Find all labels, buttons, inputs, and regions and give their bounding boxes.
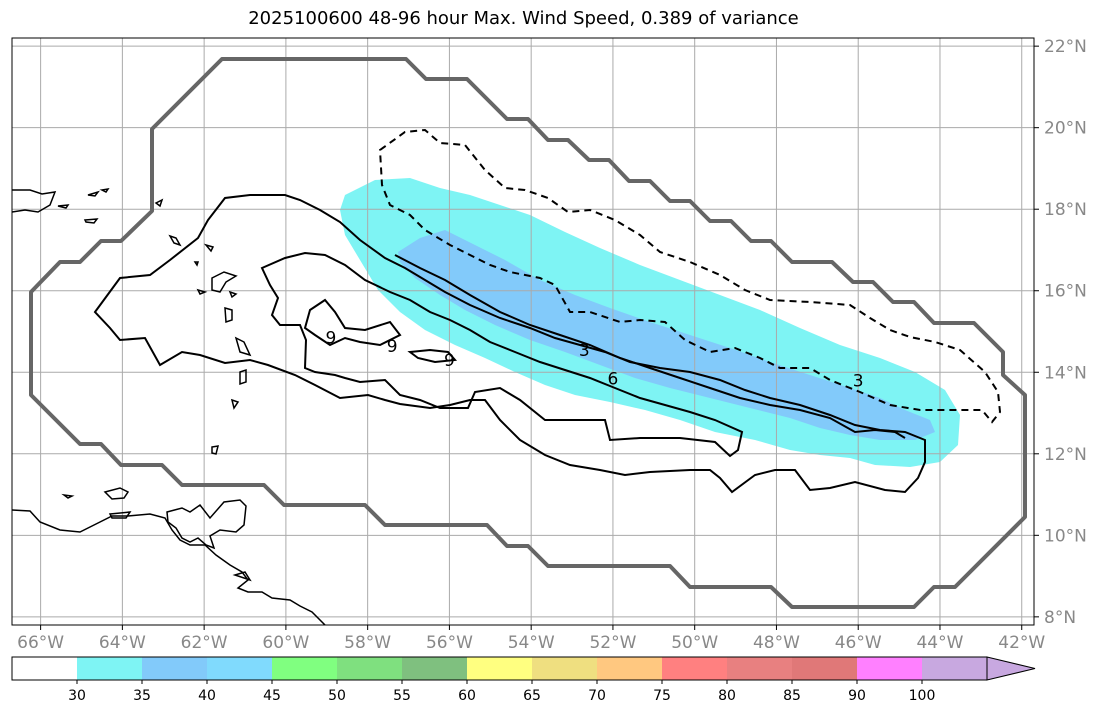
colorbar-swatch [272,657,338,680]
colorbar-tick-label: 75 [653,688,671,704]
colorbar-swatch [337,657,403,680]
colorbar-tick-label: 70 [588,688,606,704]
colorbar-tick-label: 100 [909,688,936,704]
colorbar-tick-label: 35 [133,688,151,704]
lon-tick-label: 46°W [835,633,882,653]
colorbar-tick-label: 80 [718,688,736,704]
contour-label: 3 [853,371,864,391]
lat-tick-label: 12°N [1044,445,1087,465]
coastlines [12,187,326,625]
lat-tick-label: 22°N [1044,37,1087,57]
colorbar-tick-label: 65 [523,688,541,704]
colorbar-swatch [207,657,273,680]
contour-label: 9 [444,351,455,371]
lon-tick-label: 58°W [344,633,391,653]
map-title: 2025100600 48-96 hour Max. Wind Speed, 0… [248,8,799,29]
lon-tick-label: 42°W [998,633,1045,653]
lat-tick-label: 14°N [1044,363,1087,383]
colorbar-swatch [922,657,988,680]
axis-ticks: 66°W 64°W 62°W 60°W 58°W 56°W 54°W 52°W 50°W 48°W… [17,37,1087,653]
colorbar-tick-label: 50 [328,688,346,704]
colorbar-swatch [532,657,598,680]
colorbar-swatch [597,657,663,680]
lon-tick-label: 66°W [17,633,64,653]
contour-label: 3 [579,341,590,361]
colorbar-swatch [727,657,793,680]
contour-9-east [407,348,458,364]
colorbar-tick-label: 90 [848,688,866,704]
colorbar-swatch [857,657,923,680]
wind-shade-35-40 [398,230,935,440]
trinidad-coast [166,499,247,550]
lat-tick-label: 20°N [1044,119,1087,139]
lon-tick-label: 54°W [508,633,555,653]
lat-tick-label: 8°N [1044,608,1076,628]
contour-6-band [394,254,906,439]
contour-6 [260,251,744,458]
colorbar-tick-label: 85 [783,688,801,704]
colorbar-tick-label: 30 [68,688,86,704]
lon-tick-label: 62°W [181,633,228,653]
map-gridlines [12,38,1034,625]
colorbar-extend-arrow [986,656,1036,681]
lon-tick-label: 44°W [916,633,963,653]
colorbar-outline [11,656,987,681]
colorbar-tick-label: 45 [263,688,281,704]
puerto-rico-coast [12,189,57,213]
colorbar-swatch [792,657,858,680]
contour-3-dashed [378,128,1002,424]
lon-tick-label: 48°W [753,633,800,653]
colorbar-tick-label: 40 [198,688,216,704]
colorbar-swatch [12,657,78,680]
lat-tick-label: 16°N [1044,282,1087,302]
lon-tick-label: 64°W [99,633,146,653]
colorbar-tick-label: 55 [393,688,411,704]
lat-tick-label: 10°N [1044,526,1087,546]
colorbar-tick-label: 60 [458,688,476,704]
lat-tick-label: 18°N [1044,200,1087,220]
contour-9-west [303,298,402,347]
lon-tick-label: 56°W [426,633,473,653]
south-america-coast [12,509,326,625]
contour-label: 6 [608,369,619,389]
contour-3-solid [93,194,926,494]
colorbar-swatch [662,657,728,680]
colorbar-swatch [467,657,533,680]
colorbar: 30 35 40 45 50 55 60 65 70 75 80 85 90 100 [11,656,1036,704]
lon-tick-label: 50°W [671,633,718,653]
colorbar-swatch [402,657,468,680]
lon-tick-label: 52°W [589,633,636,653]
lon-tick-label: 60°W [262,633,309,653]
colorbar-swatch [77,657,143,680]
map-frame [11,37,1035,626]
colorbar-swatch [142,657,208,680]
contour-label: 9 [325,329,336,349]
contour-label: 9 [387,337,398,357]
forecast-envelope [29,57,1027,609]
